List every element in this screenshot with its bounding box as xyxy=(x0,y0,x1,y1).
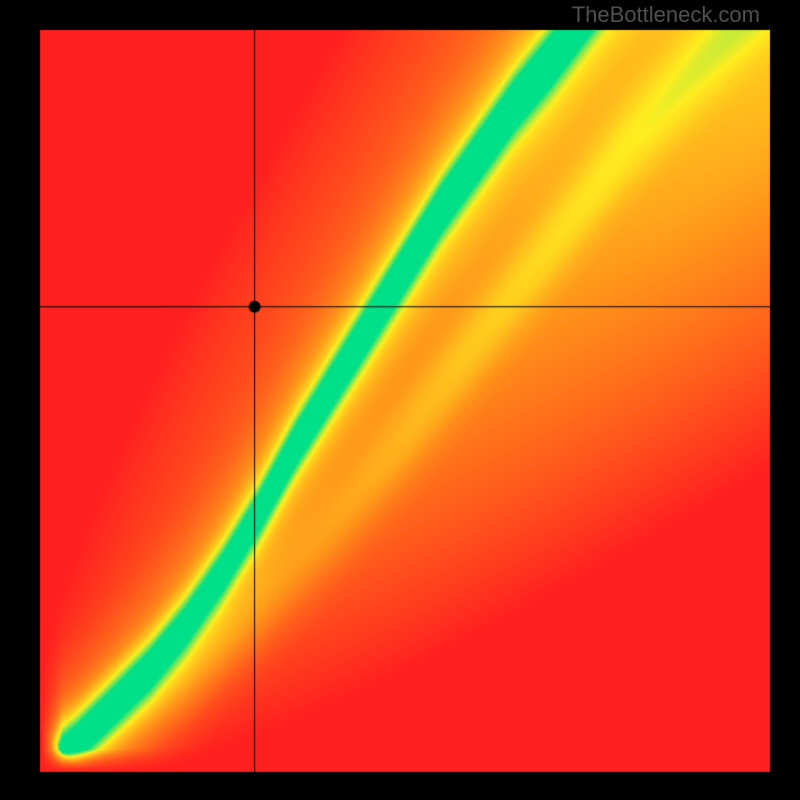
chart-container: TheBottleneck.com xyxy=(0,0,800,800)
bottleneck-heatmap xyxy=(0,0,800,800)
watermark-text: TheBottleneck.com xyxy=(572,2,760,28)
